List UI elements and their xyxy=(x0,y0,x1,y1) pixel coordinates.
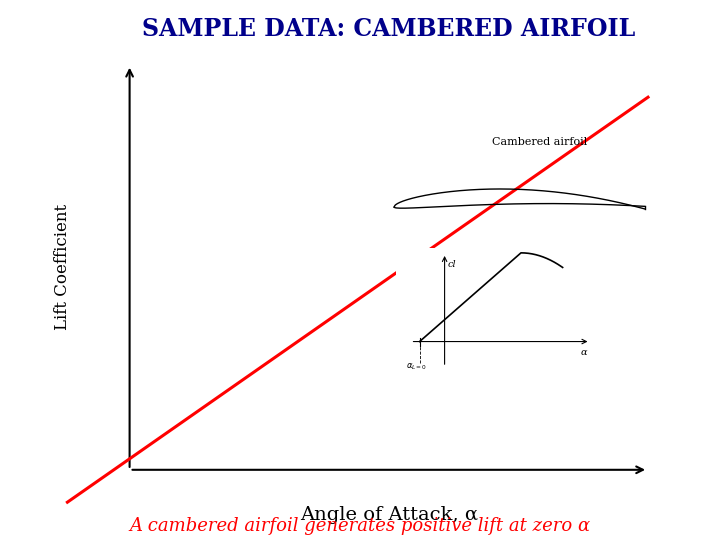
Text: Cambered airfoil: Cambered airfoil xyxy=(492,137,588,147)
Text: $\alpha_{L=0}$: $\alpha_{L=0}$ xyxy=(406,362,428,372)
Text: A cambered airfoil generates positive lift at zero α: A cambered airfoil generates positive li… xyxy=(130,517,590,535)
Text: Lift Coefficient: Lift Coefficient xyxy=(54,204,71,330)
Text: α: α xyxy=(581,348,588,357)
Text: cl: cl xyxy=(447,260,456,268)
Text: SAMPLE DATA: CAMBERED AIRFOIL: SAMPLE DATA: CAMBERED AIRFOIL xyxy=(142,17,636,40)
Text: Angle of Attack, α: Angle of Attack, α xyxy=(300,507,478,524)
